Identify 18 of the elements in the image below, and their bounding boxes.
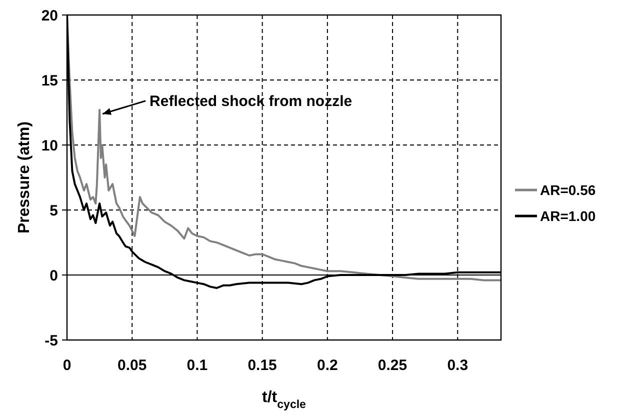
x-tick-label: 0.15 <box>248 357 277 374</box>
x-tick-label: 0.2 <box>316 357 338 374</box>
legend-label: AR=0.56 <box>540 182 596 198</box>
x-tick-label: 0.3 <box>447 357 468 374</box>
y-axis-title: Pressure (atm) <box>16 121 33 234</box>
annotation: Reflected shock from nozzle <box>150 92 352 110</box>
y-tick-label: 0 <box>50 267 58 284</box>
y-tick-label: 15 <box>41 72 58 90</box>
x-axis-title: t/t$_{cycle}$ <box>262 389 307 411</box>
y-tick-label: 5 <box>50 202 58 220</box>
x-tick-label: 0.1 <box>186 357 208 374</box>
y-tick-label: 10 <box>41 137 58 154</box>
y-tick-label: -5 <box>44 332 58 350</box>
y-tick-label: 20 <box>41 7 58 24</box>
x-tick-label: 0.25 <box>378 357 408 374</box>
legend-label: AR=1.00 <box>540 208 596 224</box>
x-tick-label: 0.05 <box>118 357 147 374</box>
x-tick-label: 0 <box>62 357 72 374</box>
